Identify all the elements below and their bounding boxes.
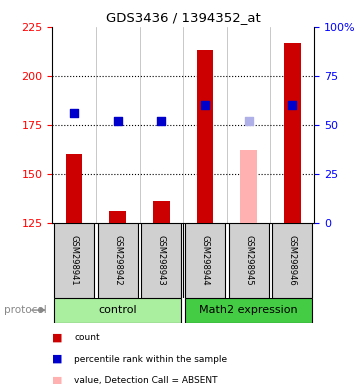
Point <box>115 118 121 124</box>
Point <box>158 118 164 124</box>
Bar <box>142 223 182 298</box>
Text: control: control <box>99 305 137 315</box>
Text: GSM298943: GSM298943 <box>157 235 166 286</box>
Bar <box>66 154 82 223</box>
Text: GSM298946: GSM298946 <box>288 235 297 286</box>
Text: ■: ■ <box>52 375 63 384</box>
Bar <box>197 50 213 223</box>
Point <box>246 118 252 124</box>
Point <box>71 110 77 116</box>
Bar <box>272 223 312 298</box>
Bar <box>240 150 257 223</box>
Text: GSM298944: GSM298944 <box>200 235 209 285</box>
Text: GSM298945: GSM298945 <box>244 235 253 285</box>
Bar <box>153 201 170 223</box>
Text: count: count <box>74 333 100 343</box>
Text: protocol: protocol <box>4 305 46 315</box>
Point <box>290 102 295 108</box>
Bar <box>109 211 126 223</box>
Text: ■: ■ <box>52 333 63 343</box>
Bar <box>284 43 301 223</box>
Text: GSM298941: GSM298941 <box>70 235 79 285</box>
Bar <box>98 223 138 298</box>
Text: value, Detection Call = ABSENT: value, Detection Call = ABSENT <box>74 376 218 384</box>
Text: percentile rank within the sample: percentile rank within the sample <box>74 354 227 364</box>
Bar <box>185 223 225 298</box>
Bar <box>54 298 182 323</box>
Bar <box>229 223 269 298</box>
Text: GSM298942: GSM298942 <box>113 235 122 285</box>
Text: ■: ■ <box>52 354 63 364</box>
Point <box>202 102 208 108</box>
Text: Math2 expression: Math2 expression <box>199 305 298 315</box>
Title: GDS3436 / 1394352_at: GDS3436 / 1394352_at <box>106 11 261 24</box>
Bar <box>185 298 312 323</box>
Bar <box>54 223 94 298</box>
